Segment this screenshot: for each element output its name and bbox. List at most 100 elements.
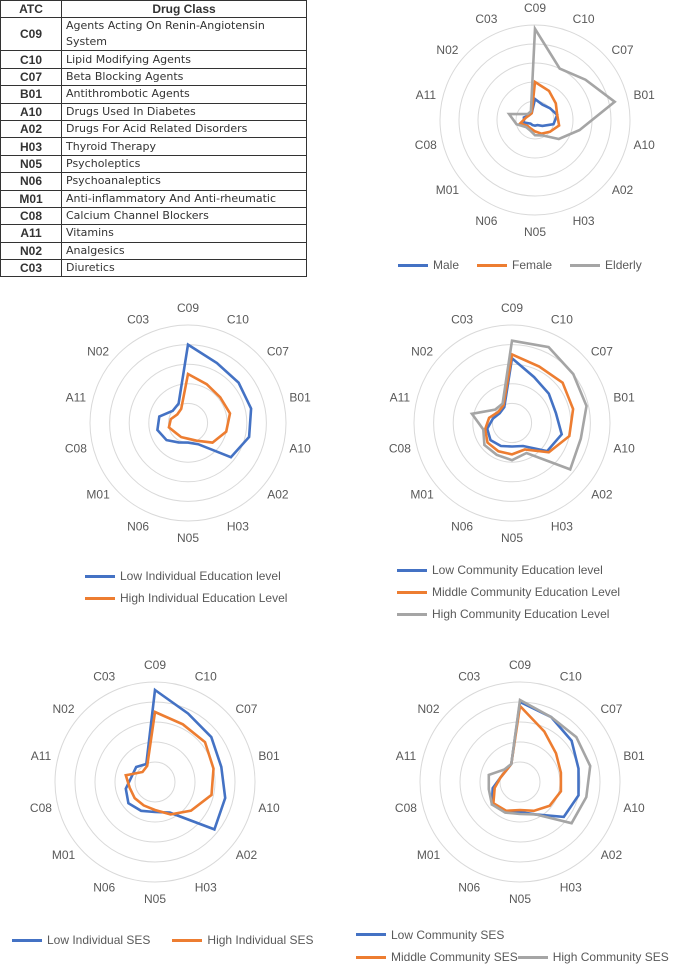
category-label: H03: [573, 214, 595, 228]
header-atc: ATC: [0, 0, 62, 19]
legend-label: Male: [433, 258, 460, 272]
series-line-2: [506, 24, 617, 141]
category-label: C08: [395, 801, 417, 815]
legend-swatch: [517, 955, 548, 959]
legend-label: Low Individual Education level: [120, 569, 281, 583]
grid-ring: [499, 761, 541, 803]
series-line-2: [487, 697, 592, 825]
radar-svg-sex-age: C09 C10 C07 B01 A10 A02 H03 N05 N06 M01 C08 A11 N02 C…: [415, 1, 655, 239]
drug-class-cell: Lipid Modifying Agents: [61, 50, 307, 69]
category-label: C07: [235, 702, 257, 716]
category-label: C09: [509, 658, 531, 672]
category-label: C08: [389, 442, 411, 456]
grid-ring: [94, 721, 216, 843]
legend-item: Low Community Education level: [397, 563, 620, 577]
category-label: C03: [451, 312, 473, 326]
category-label: N05: [509, 892, 531, 906]
drug-class-cell: Calcium Channel Blockers: [61, 206, 307, 226]
radar-svg-community-ses: C09 C10 C07 B01 A10 A02 H03 N05 N06 M01 C08 A11 N02 C…: [395, 658, 645, 906]
atc-code-cell: A11: [0, 224, 62, 243]
category-label: B01: [623, 749, 645, 763]
category-label: A11: [396, 749, 417, 763]
category-label: C07: [600, 702, 622, 716]
table-row: A10 Drugs Used In Diabetes: [0, 102, 307, 121]
legend-item: Elderly: [570, 258, 642, 272]
category-label: A11: [390, 390, 411, 404]
drug-class-cell: Drugs Used In Diabetes: [61, 102, 307, 121]
category-label: A11: [66, 390, 87, 404]
table-row: H03 Thyroid Therapy: [0, 137, 307, 156]
legend-indiv-education: Low Individual Education level High Indiv…: [85, 569, 287, 613]
grid-ring: [459, 721, 581, 843]
category-label: H03: [551, 520, 573, 534]
atc-code-cell: C09: [0, 17, 62, 52]
grid-ring: [491, 402, 533, 444]
radar-chart-indiv-ses: C09 C10 C07 B01 A10 A02 H03 N05 N06 M01 C08 A11 N02 C…: [0, 645, 300, 915]
category-label: C09: [177, 301, 199, 315]
category-label: N02: [53, 702, 75, 716]
category-label: C10: [560, 670, 582, 684]
grid-ring: [477, 62, 593, 178]
drug-class-cell: Agents Acting On Renin-Angiotensin Syste…: [61, 17, 307, 52]
atc-code-cell: A02: [0, 119, 62, 139]
table-row: B01 Antithrombotic Agents: [0, 85, 307, 104]
grid-ring: [54, 681, 256, 883]
atc-code-cell: C07: [0, 67, 62, 87]
legend-community-education: Low Community Education level Middle Comm…: [397, 563, 620, 629]
category-label: N06: [127, 520, 149, 534]
legend-label: Middle Community Education Level: [432, 585, 621, 599]
table-row: C08 Calcium Channel Blockers: [0, 206, 307, 226]
category-label: B01: [258, 749, 280, 763]
legend-swatch: [85, 574, 115, 578]
drug-class-cell: Analgesics: [61, 241, 307, 261]
table-row: N06 Psychoanaleptics: [0, 172, 307, 191]
category-label: N02: [411, 344, 433, 358]
series-line-2: [469, 339, 588, 472]
legend-item: Female: [477, 258, 552, 272]
legend-swatch: [398, 263, 428, 267]
category-label: N02: [436, 43, 458, 57]
grid-ring: [413, 324, 611, 522]
drug-class-cell: Vitamins: [61, 224, 307, 243]
radar-svg-community-education: C09 C10 C07 B01 A10 A02 H03 N05 N06 M01 C08 A11 N02 C…: [389, 301, 635, 545]
category-label: C03: [458, 670, 480, 684]
legend-item: High Community SES: [517, 950, 669, 964]
legend-item: Low Community SES: [356, 928, 504, 942]
category-label: C03: [127, 312, 149, 326]
legend-item: Middle Community SES: [356, 950, 518, 964]
category-label: A11: [31, 749, 52, 763]
atc-code-cell: N02: [0, 241, 62, 261]
atc-code-cell: C10: [0, 50, 62, 69]
grid-ring: [114, 741, 196, 823]
category-label: A10: [258, 801, 280, 815]
legend-swatch: [397, 568, 427, 572]
legend-swatch: [477, 263, 508, 267]
series-line-0: [156, 342, 253, 459]
legend-swatch: [85, 596, 115, 600]
legend-indiv-ses: Low Individual SES High Individual SES: [12, 933, 335, 947]
grid-ring: [74, 701, 236, 863]
atc-code-cell: H03: [0, 137, 62, 156]
legend-label: High Individual Education Level: [120, 591, 288, 605]
category-label: M01: [52, 848, 76, 862]
category-label: N05: [144, 892, 166, 906]
category-label: C09: [144, 658, 166, 672]
category-label: A10: [613, 442, 635, 456]
category-label: M01: [436, 183, 460, 197]
category-label: C10: [195, 670, 217, 684]
category-label: H03: [560, 880, 582, 894]
legend-label: Middle Community SES: [391, 950, 518, 964]
legend-item: High Community Education Level: [397, 607, 620, 621]
grid-ring: [419, 681, 621, 883]
category-label: C10: [227, 312, 249, 326]
drug-class-cell: Psychoanaleptics: [61, 172, 307, 191]
drug-class-cell: Antithrombotic Agents: [61, 85, 307, 104]
category-label: B01: [289, 390, 311, 404]
category-label: A02: [601, 848, 623, 862]
category-label: N05: [501, 531, 523, 545]
legend-swatch: [356, 955, 386, 959]
table-row: C07 Beta Blocking Agents: [0, 67, 307, 87]
category-label: C07: [612, 43, 634, 57]
legend-item: Middle Community Education Level: [397, 585, 620, 599]
table-header-row: ATC Drug Class: [0, 0, 307, 19]
